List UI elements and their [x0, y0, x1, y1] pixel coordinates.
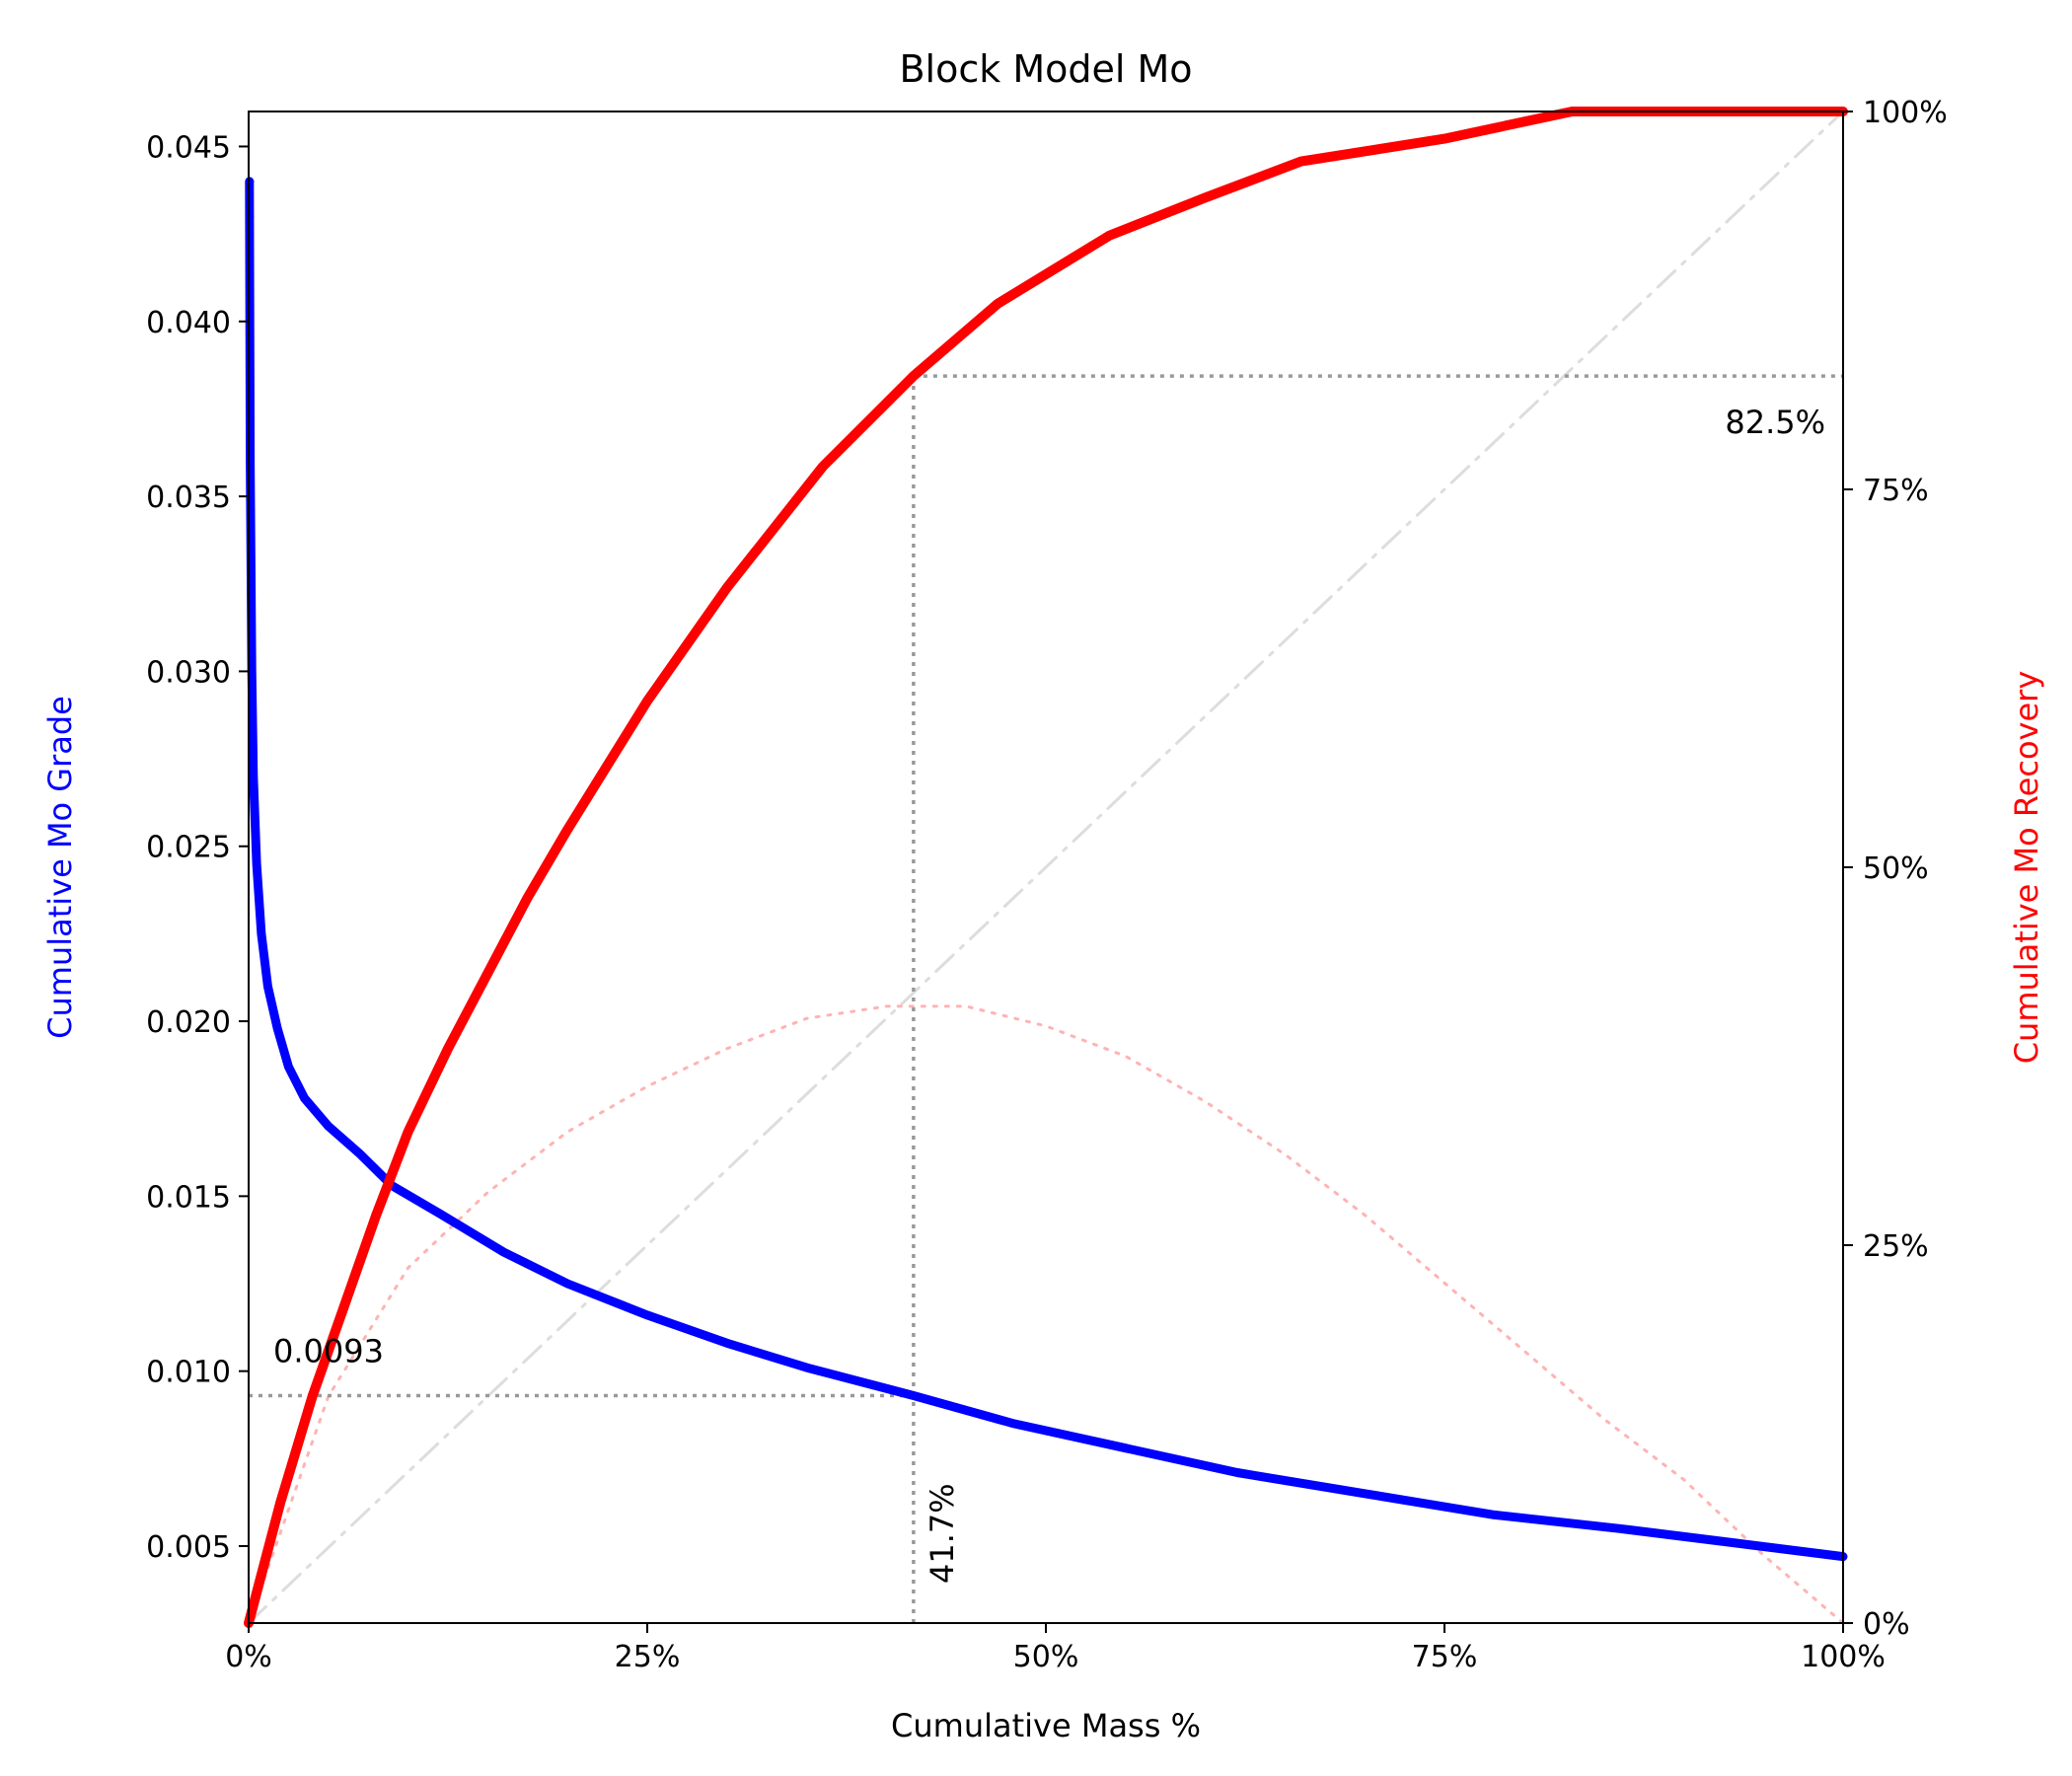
y-right-tick-label: 0%: [1863, 1607, 1910, 1642]
grade-curve: [245, 177, 1848, 1562]
y-right-tick-label: 75%: [1863, 474, 1929, 508]
difference-curve: [247, 1004, 1845, 1625]
y-left-tick-label: 0.030: [146, 655, 231, 690]
y-left-axis-title: Cumulative Mo Grade: [41, 696, 79, 1039]
chart-title: Block Model Mo: [899, 47, 1192, 91]
y-right-tick-label: 25%: [1863, 1229, 1929, 1264]
cutoff-mass-label: 41.7%: [924, 1483, 961, 1584]
y-left-tick-label: 0.010: [146, 1356, 231, 1390]
y-right-tick-label: 50%: [1863, 851, 1929, 886]
y-left-tick-label: 0.015: [146, 1180, 231, 1215]
y-left-tick-label: 0.040: [146, 306, 231, 340]
x-tick-label: 50%: [1013, 1640, 1079, 1674]
x-axis-title: Cumulative Mass %: [891, 1707, 1201, 1744]
y-left-tick-label: 0.045: [146, 130, 231, 165]
y-left-tick-label: 0.025: [146, 831, 231, 865]
recovery-curve: [244, 107, 1848, 1628]
x-tick-label: 100%: [1801, 1640, 1886, 1674]
y-left-tick-label: 0.005: [146, 1530, 231, 1565]
cutoff-recovery-label: 82.5%: [1725, 404, 1825, 441]
x-tick-label: 0%: [225, 1640, 272, 1674]
y-right-tick-label: 100%: [1863, 96, 1948, 130]
x-tick-label: 75%: [1412, 1640, 1478, 1674]
diagonal-reference-line: [247, 110, 1845, 1625]
tick-layer: 0% 25% 50% 75% 100% 0.005 0.010 0.015 0.020 0.025…: [146, 96, 1948, 1674]
x-tick-label: 25%: [615, 1640, 681, 1674]
cutoff-grade-label: 0.0093: [273, 1332, 384, 1369]
y-left-tick-label: 0.035: [146, 481, 231, 515]
y-right-axis-title: Cumulative Mo Recovery: [2008, 671, 2045, 1065]
plot-layer: [244, 107, 1848, 1628]
y-left-tick-label: 0.020: [146, 1005, 231, 1040]
